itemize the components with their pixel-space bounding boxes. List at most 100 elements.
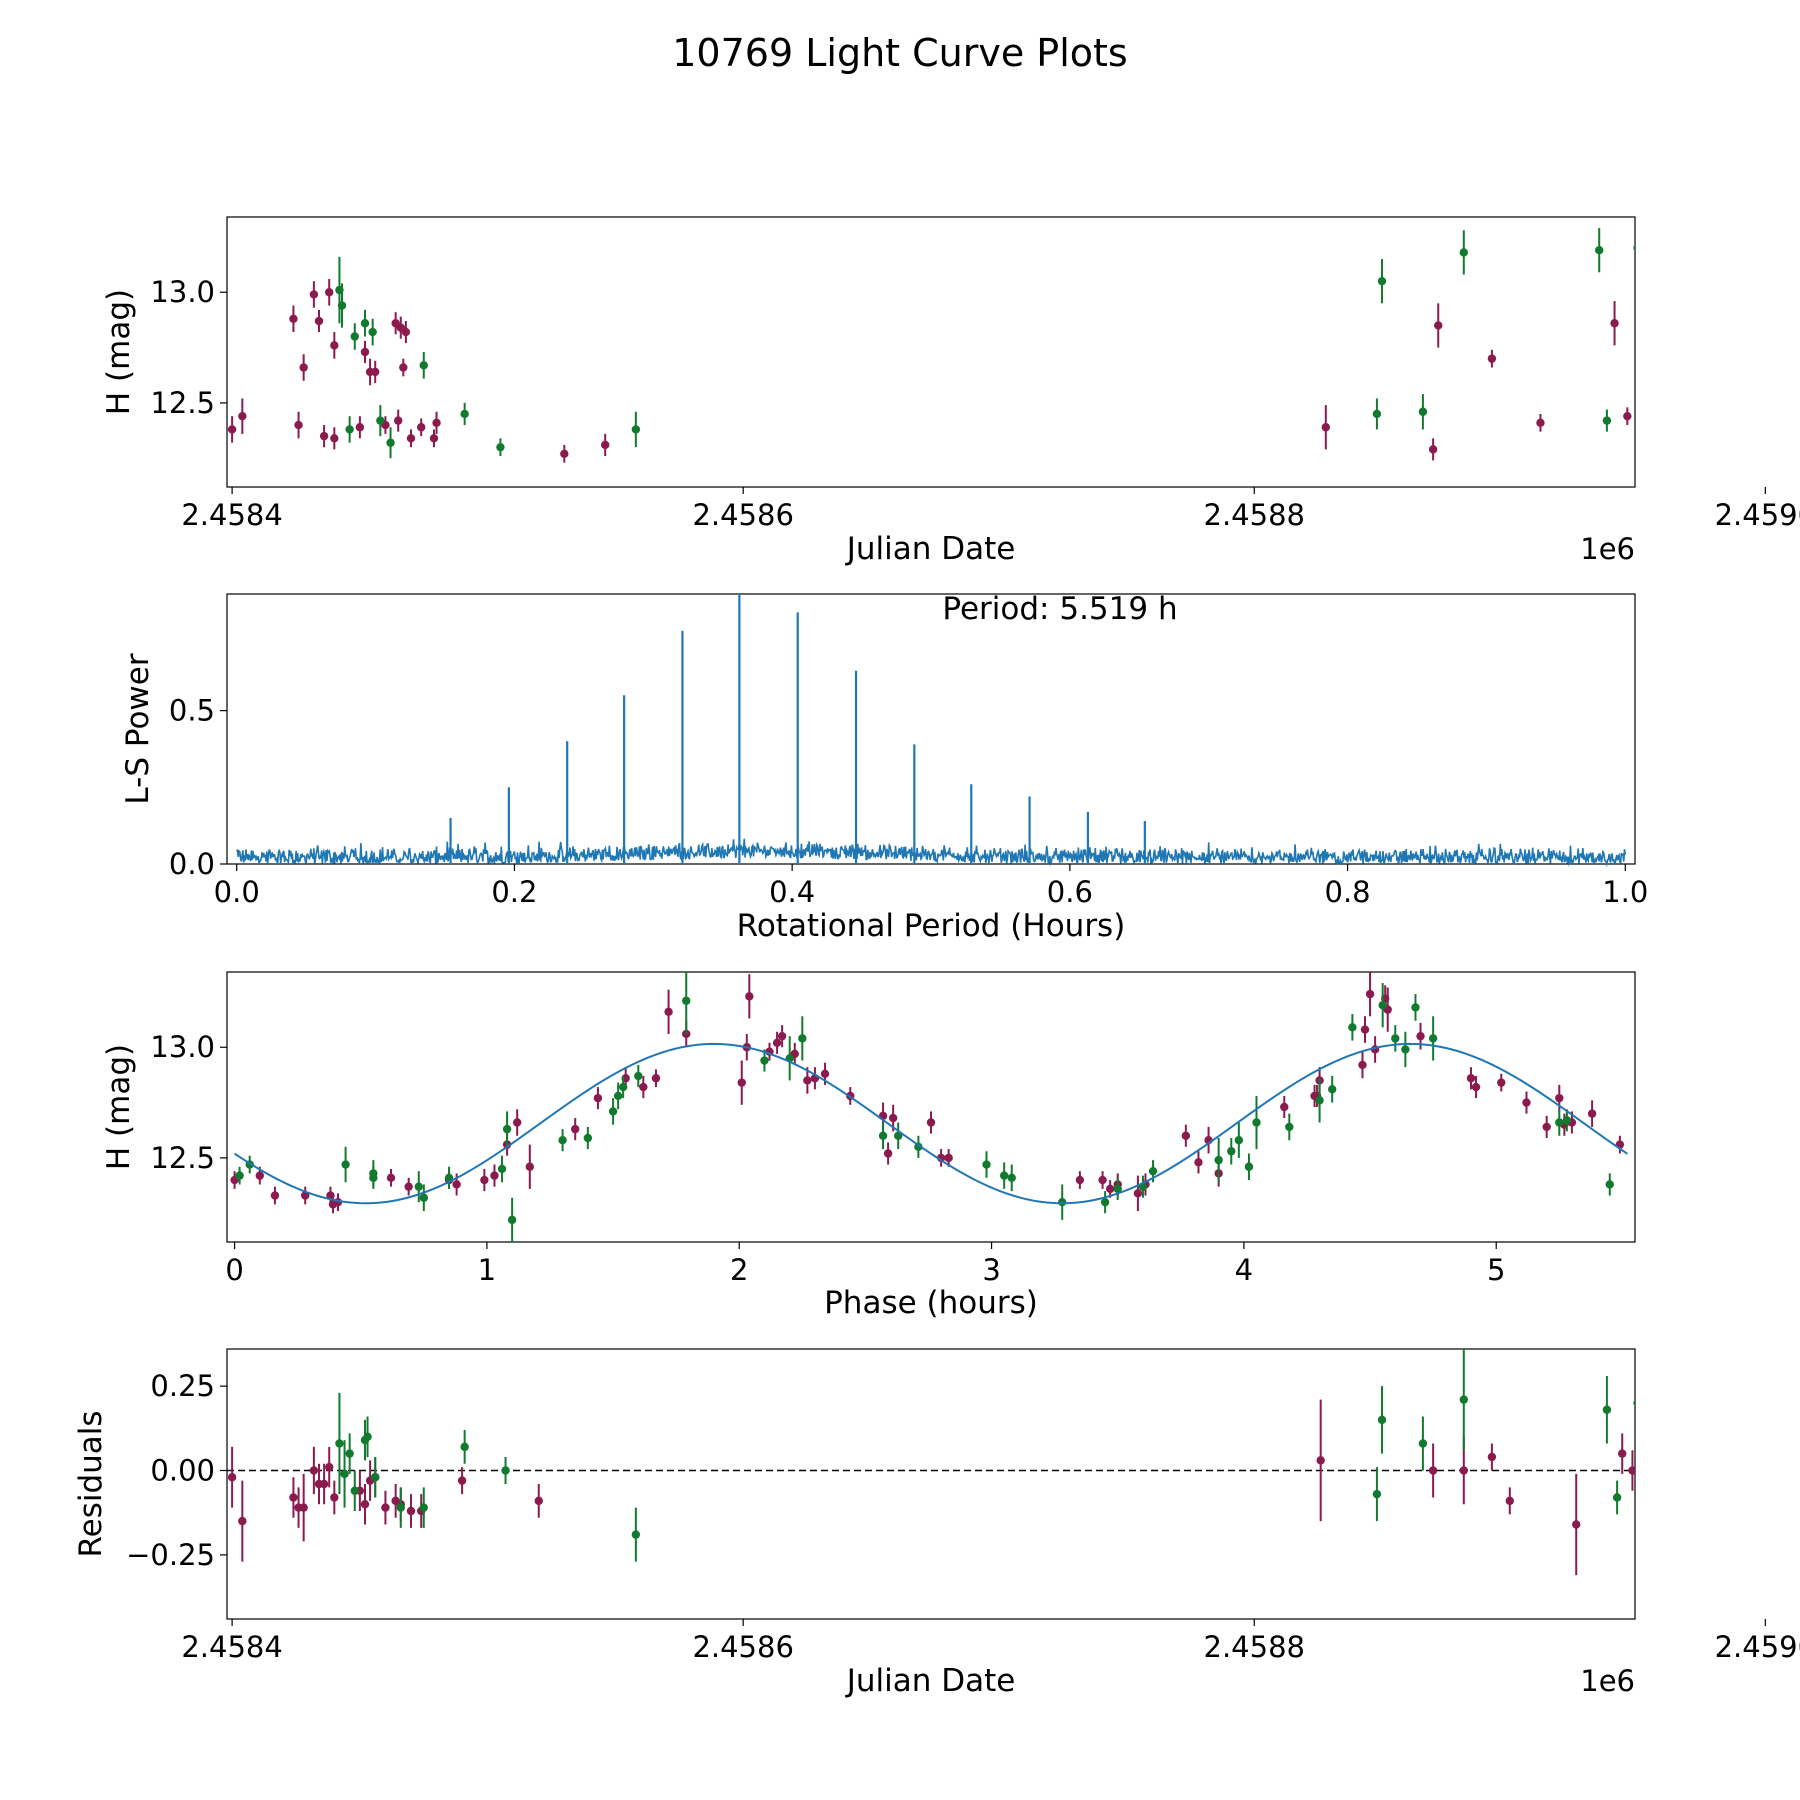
phased-point-green [1007,1173,1016,1183]
lightcurve-point-magenta [429,434,439,443]
residuals-panel: 2.45842.45862.45882.45902.45922.45940.25… [73,1348,1800,1699]
lightcurve-panel: 2.45842.45862.45882.45902.45922.459412.5… [101,216,1800,567]
phased-point-magenta [593,1093,603,1103]
residuals-point-magenta [1618,1449,1627,1458]
residuals-xtick-label: 2.4588 [1204,1630,1305,1664]
residuals-ytick-label: 0.25 [150,1369,215,1403]
phased-ytick-label: 12.5 [150,1141,215,1175]
phased-point-green [1391,1034,1400,1043]
periodogram-ytick-label: 0.5 [169,694,215,728]
residuals-point-magenta [1572,1520,1581,1529]
residuals-ytick-label: −0.25 [126,1538,215,1572]
lightcurve-point-green [1602,416,1612,425]
periodogram-ytick-label: 0.0 [169,847,215,881]
lightcurve-point-magenta [314,316,324,326]
lightcurve-ytick-label: 12.5 [150,386,215,420]
phased-model-curve [234,1042,1628,1205]
phased-point-green [1401,1045,1410,1054]
residuals-point-magenta [360,1500,370,1509]
phased-point-green [1555,1118,1564,1127]
lightcurve-point-magenta [238,411,247,421]
residuals-point-green [1633,1399,1635,1407]
lightcurve-point-magenta [330,434,339,443]
phased-point-magenta [888,1113,898,1123]
lightcurve-point-green [1595,245,1604,255]
periodogram-xtick-label: 0.6 [1047,875,1093,909]
phased-point-magenta [1471,1082,1481,1092]
phased-point-green [1234,1135,1244,1145]
lightcurve-point-magenta [401,327,411,337]
lightcurve-point-green [337,301,347,310]
lightcurve-point-green [496,442,505,452]
figure-title: 10769 Light Curve Plots [672,31,1127,75]
periodogram-annotation: Period: 5.519 h [942,591,1177,627]
phased-xtick-label: 5 [1487,1253,1505,1287]
residuals-xlabel: Julian Date [845,1663,1016,1699]
phased-point-green [1252,1118,1261,1127]
phased-point-green [558,1135,567,1145]
residuals-point-magenta [534,1496,543,1506]
phased-point-magenta [1105,1184,1115,1194]
phased-point-green [682,996,691,1005]
phased-point-green [1328,1085,1337,1094]
phased-point-green [1058,1197,1067,1207]
phased-marks [230,972,1628,1242]
phased-point-magenta [682,1029,691,1039]
phased-point-magenta [452,1180,461,1189]
phased-point-green [1605,1180,1614,1189]
phased-point-green [507,1215,517,1225]
phased-point-magenta [664,1007,673,1017]
phased-point-magenta [270,1191,280,1200]
phased-point-magenta [651,1074,661,1083]
periodogram-xtick-label: 0.2 [491,875,537,909]
lightcurve-xtick-label: 2.4588 [1204,498,1305,532]
phased-axes: 0 1 2 3 4 5 12.5 13.0 [150,1030,1505,1287]
phased-point-green [1315,1096,1324,1105]
residuals-point-magenta [1628,1466,1635,1475]
phased-point-green [1428,1034,1438,1043]
residuals-point-magenta [1487,1452,1497,1462]
residuals-point-magenta [289,1493,298,1502]
lightcurve-point-magenta [1623,411,1632,421]
periodogram-axes: 0.0 0.2 0.4 0.6 0.8 1.0 0.0 0.5 [169,694,1648,909]
phased-point-magenta [1416,1031,1425,1041]
residuals-point-magenta [309,1466,319,1475]
lightcurve-point-magenta [299,363,308,372]
phased-point-green [878,1131,888,1140]
residuals-point-green [1459,1395,1468,1404]
phased-ylabel: H (mag) [101,1044,137,1170]
phased-point-magenta [1280,1102,1289,1112]
phased-point-green [1148,1166,1158,1176]
residuals-xtick-label: 2.4584 [181,1630,282,1664]
phased-point-magenta [1358,1060,1367,1070]
residuals-point-green [1372,1489,1382,1499]
lightcurve-point-magenta [1434,321,1443,330]
lightcurve-point-magenta [371,367,380,377]
lightcurve-axes: 2.45842.45862.45882.45902.45922.459412.5… [150,275,1800,532]
lightcurve-point-magenta [1428,445,1438,454]
phased-point-green [341,1160,350,1169]
phased-point-magenta [1075,1175,1085,1185]
residuals-point-green [419,1503,428,1512]
lightcurve-point-green [345,425,354,434]
periodogram-xtick-label: 1.0 [1602,875,1648,909]
residuals-point-magenta [381,1503,390,1512]
lightcurve-offset-text: 1e6 [1580,532,1635,566]
phased-point-magenta [404,1182,413,1191]
phased-frame [226,971,1636,1243]
lightcurve-point-green [419,361,428,370]
lightcurve-point-green [1459,248,1468,257]
phased-point-green [502,1124,512,1134]
lightcurve-point-green [1377,276,1387,286]
lightcurve-point-magenta [294,420,303,430]
residuals-point-green [396,1503,405,1512]
residuals-point-magenta [325,1462,334,1472]
lightcurve-point-green [1633,244,1635,252]
lightcurve-point-green [376,416,385,425]
phased-point-magenta [1466,1074,1476,1083]
lightcurve-ylabel: H (mag) [101,289,137,415]
phased-point-green [634,1071,643,1081]
phased-point-green [369,1169,378,1178]
